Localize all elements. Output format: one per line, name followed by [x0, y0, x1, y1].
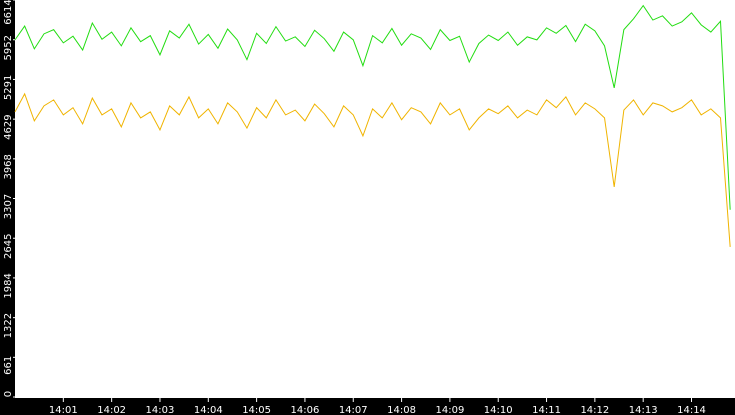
- x-tick-label: 14:06: [291, 405, 320, 415]
- x-tick-label: 14:09: [435, 405, 464, 415]
- y-tick-label: 661: [3, 356, 14, 375]
- x-tick-label: 14:03: [146, 405, 175, 415]
- x-tick-label: 14:11: [532, 405, 561, 415]
- y-tick-label: 5291: [3, 75, 14, 100]
- x-tick-label: 14:08: [387, 405, 416, 415]
- y-tick-label: 5952: [3, 35, 14, 60]
- x-tick-label: 14:05: [242, 405, 271, 415]
- y-tick-label: 1984: [3, 273, 14, 298]
- x-tick-label: 14:10: [484, 405, 513, 415]
- y-axis-strip: [0, 0, 15, 415]
- x-tick-label: 14:02: [97, 405, 126, 415]
- x-axis-strip: [0, 398, 735, 415]
- y-tick-label: 0: [3, 391, 14, 397]
- series-line: [14, 4, 731, 210]
- x-tick-label: 14:12: [580, 405, 609, 415]
- x-tick-label: 14:07: [339, 405, 368, 415]
- y-tick-label: 2645: [3, 234, 14, 259]
- x-tick-label: 14:04: [194, 405, 223, 415]
- x-tick-label: 14:14: [677, 405, 706, 415]
- y-tick-label: 3968: [3, 154, 14, 179]
- series-line: [14, 92, 731, 247]
- y-tick-label: 4629: [3, 114, 14, 139]
- y-tick-label: 3307: [3, 194, 14, 219]
- y-tick-label: 1322: [3, 313, 14, 338]
- y-tick-label: 6614: [3, 0, 14, 25]
- x-tick-label: 14:13: [629, 405, 658, 415]
- x-tick-label: 14:01: [49, 405, 78, 415]
